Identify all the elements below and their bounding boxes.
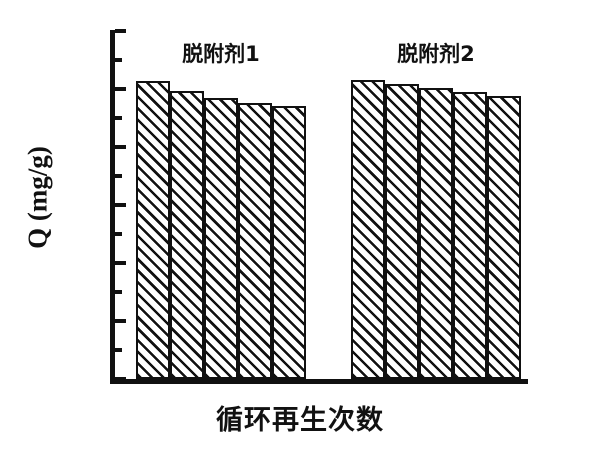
y-axis-line: [110, 30, 115, 382]
x-axis-label: 循环再生次数: [216, 405, 384, 436]
y-tick-major: [115, 203, 126, 207]
bar: [136, 80, 170, 379]
bar: [204, 98, 238, 379]
y-tick-major: [115, 377, 126, 381]
bar: [170, 90, 204, 379]
x-axis-baseline: [110, 379, 528, 384]
y-tick-major: [115, 29, 126, 33]
bar: [272, 106, 306, 379]
y-tick-major: [115, 261, 126, 265]
y-tick-major: [115, 145, 126, 149]
y-tick-major: [115, 87, 126, 91]
y-tick-major: [115, 319, 126, 323]
y-axis-label: Q (mg/g): [22, 146, 53, 249]
y-tick-minor: [115, 58, 122, 62]
bar: [419, 88, 453, 379]
y-tick-minor: [115, 116, 122, 120]
y-tick-minor: [115, 290, 122, 294]
y-tick-minor: [115, 174, 122, 178]
y-tick-minor: [115, 232, 122, 236]
bar: [385, 84, 419, 379]
bar: [487, 95, 521, 379]
bar: [238, 102, 272, 379]
group-label-1: 脱附剂1: [182, 42, 260, 66]
y-tick-minor: [115, 348, 122, 352]
bar: [453, 92, 487, 379]
bar: [351, 80, 385, 379]
group-label-2: 脱附剂2: [397, 42, 475, 66]
